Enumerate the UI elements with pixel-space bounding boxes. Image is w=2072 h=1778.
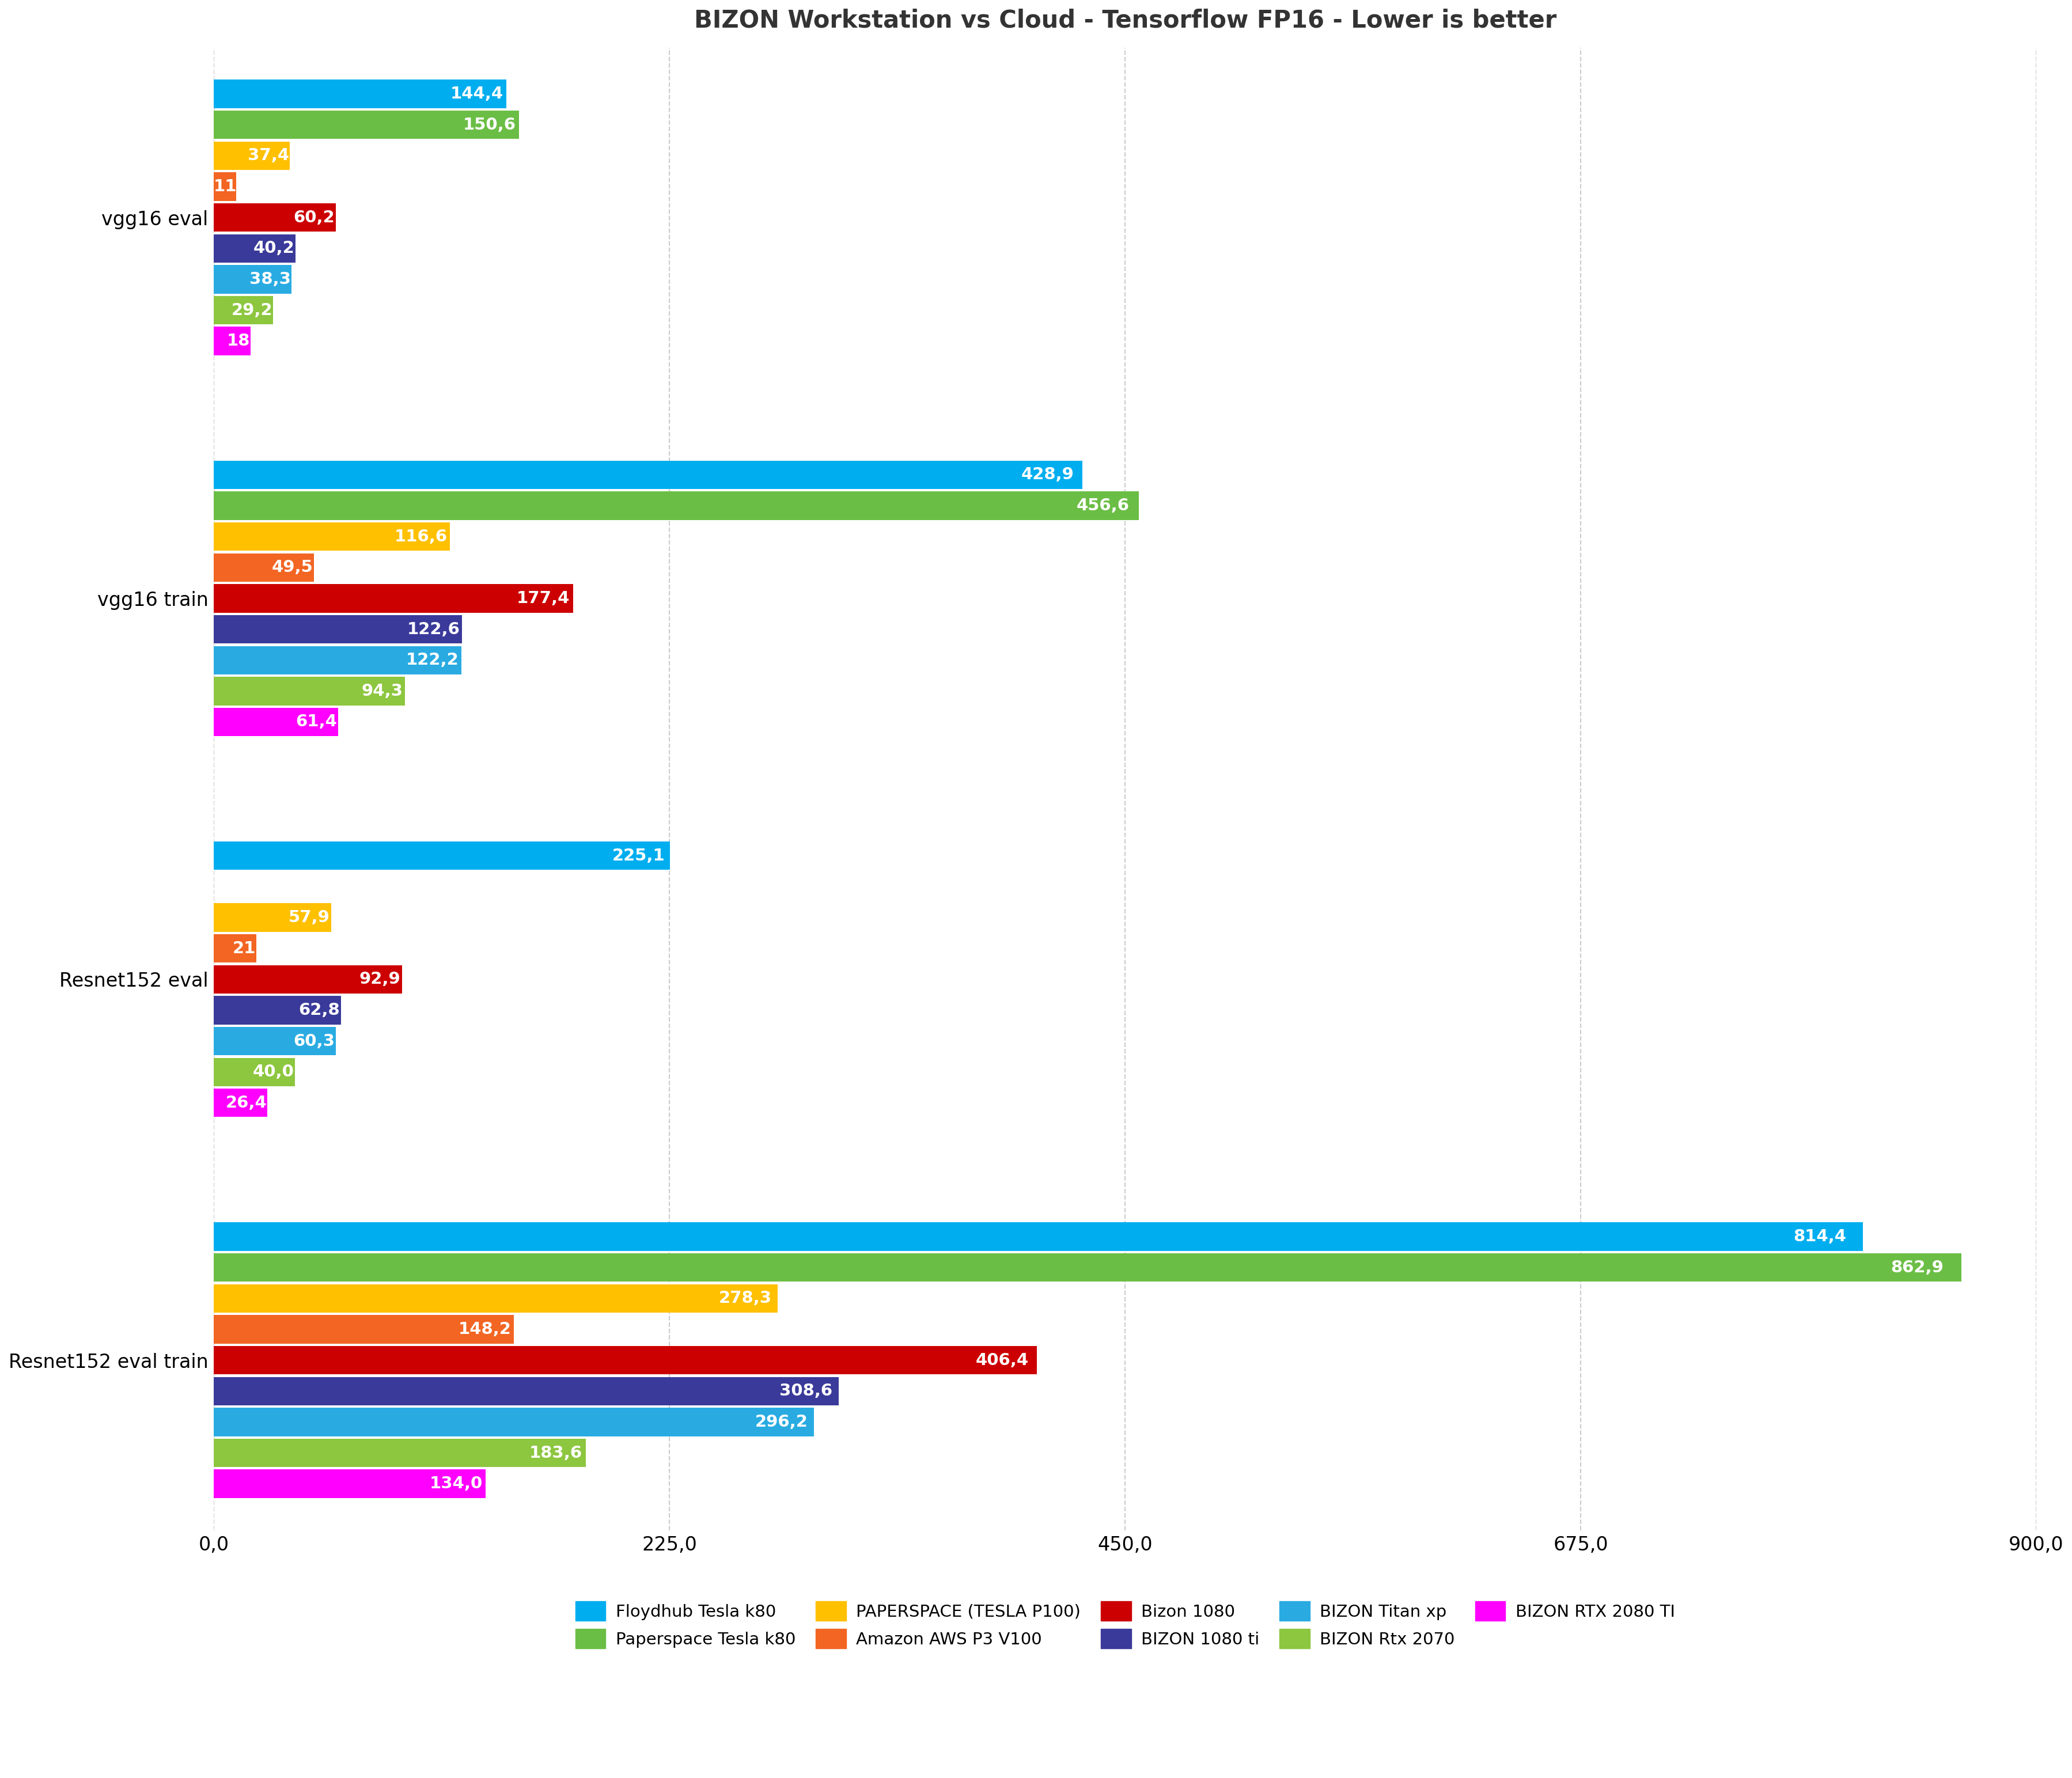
Bar (213, 295, 274, 324)
Bar (213, 523, 450, 551)
Text: 278,3: 278,3 (719, 1291, 771, 1307)
Bar (213, 235, 296, 263)
Text: 456,6: 456,6 (1075, 498, 1129, 514)
Text: 11: 11 (213, 178, 236, 194)
Text: 94,3: 94,3 (361, 683, 402, 699)
Text: 134,0: 134,0 (429, 1476, 483, 1492)
Text: 144,4: 144,4 (450, 85, 503, 101)
Bar (213, 996, 342, 1024)
Bar (213, 965, 402, 994)
Text: 60,3: 60,3 (294, 1033, 336, 1049)
Bar (213, 172, 236, 201)
Text: 60,2: 60,2 (294, 210, 334, 226)
Bar (213, 1346, 1036, 1374)
Text: 148,2: 148,2 (458, 1321, 512, 1337)
Bar (213, 1223, 1863, 1252)
Text: 26,4: 26,4 (226, 1095, 267, 1111)
Text: 18: 18 (226, 332, 251, 348)
Text: 150,6: 150,6 (462, 117, 516, 133)
Text: 177,4: 177,4 (516, 590, 570, 606)
Bar (213, 327, 251, 356)
Text: 92,9: 92,9 (358, 971, 400, 987)
Bar (213, 265, 292, 293)
Text: 61,4: 61,4 (296, 715, 338, 731)
Bar (213, 80, 506, 108)
Bar (213, 677, 404, 706)
Bar (213, 1253, 1960, 1282)
Bar (213, 1058, 294, 1086)
Bar (213, 1438, 586, 1467)
Title: BIZON Workstation vs Cloud - Tensorflow FP16 - Lower is better: BIZON Workstation vs Cloud - Tensorflow … (694, 9, 1556, 32)
Text: 37,4: 37,4 (247, 148, 288, 164)
Text: 122,6: 122,6 (406, 621, 460, 637)
Bar (213, 110, 518, 139)
Legend: Floydhub Tesla k80, Paperspace Tesla k80, PAPERSPACE (TESLA P100), Amazon AWS P3: Floydhub Tesla k80, Paperspace Tesla k80… (568, 1595, 1680, 1655)
Text: 296,2: 296,2 (754, 1414, 808, 1430)
Text: 29,2: 29,2 (232, 302, 271, 318)
Bar (213, 1408, 814, 1437)
Bar (213, 1028, 336, 1056)
Bar (213, 645, 462, 674)
Bar (213, 708, 338, 736)
Text: 62,8: 62,8 (298, 1003, 340, 1019)
Text: 57,9: 57,9 (288, 910, 329, 926)
Text: 428,9: 428,9 (1021, 468, 1073, 484)
Text: 308,6: 308,6 (779, 1383, 833, 1399)
Bar (213, 585, 574, 613)
Text: 225,1: 225,1 (611, 848, 665, 864)
Bar (213, 615, 462, 644)
Bar (213, 142, 290, 171)
Bar (213, 1284, 777, 1312)
Bar (213, 1470, 485, 1499)
Bar (213, 903, 332, 932)
Bar (213, 461, 1082, 489)
Text: 40,2: 40,2 (253, 240, 294, 256)
Bar (213, 1376, 839, 1405)
Text: 122,2: 122,2 (406, 653, 458, 669)
Bar (213, 553, 315, 581)
Text: 862,9: 862,9 (1890, 1259, 1944, 1275)
Bar (213, 1316, 514, 1344)
Text: 183,6: 183,6 (528, 1446, 582, 1462)
Text: 49,5: 49,5 (271, 560, 313, 576)
Text: 38,3: 38,3 (249, 272, 290, 288)
Bar (213, 1088, 267, 1117)
Bar (213, 841, 669, 869)
Text: 21: 21 (232, 941, 257, 957)
Text: 814,4: 814,4 (1792, 1229, 1846, 1245)
Bar (213, 491, 1138, 519)
Bar (213, 203, 336, 231)
Text: 116,6: 116,6 (394, 528, 448, 544)
Bar (213, 933, 257, 962)
Text: 40,0: 40,0 (253, 1063, 294, 1079)
Text: 406,4: 406,4 (976, 1351, 1028, 1369)
